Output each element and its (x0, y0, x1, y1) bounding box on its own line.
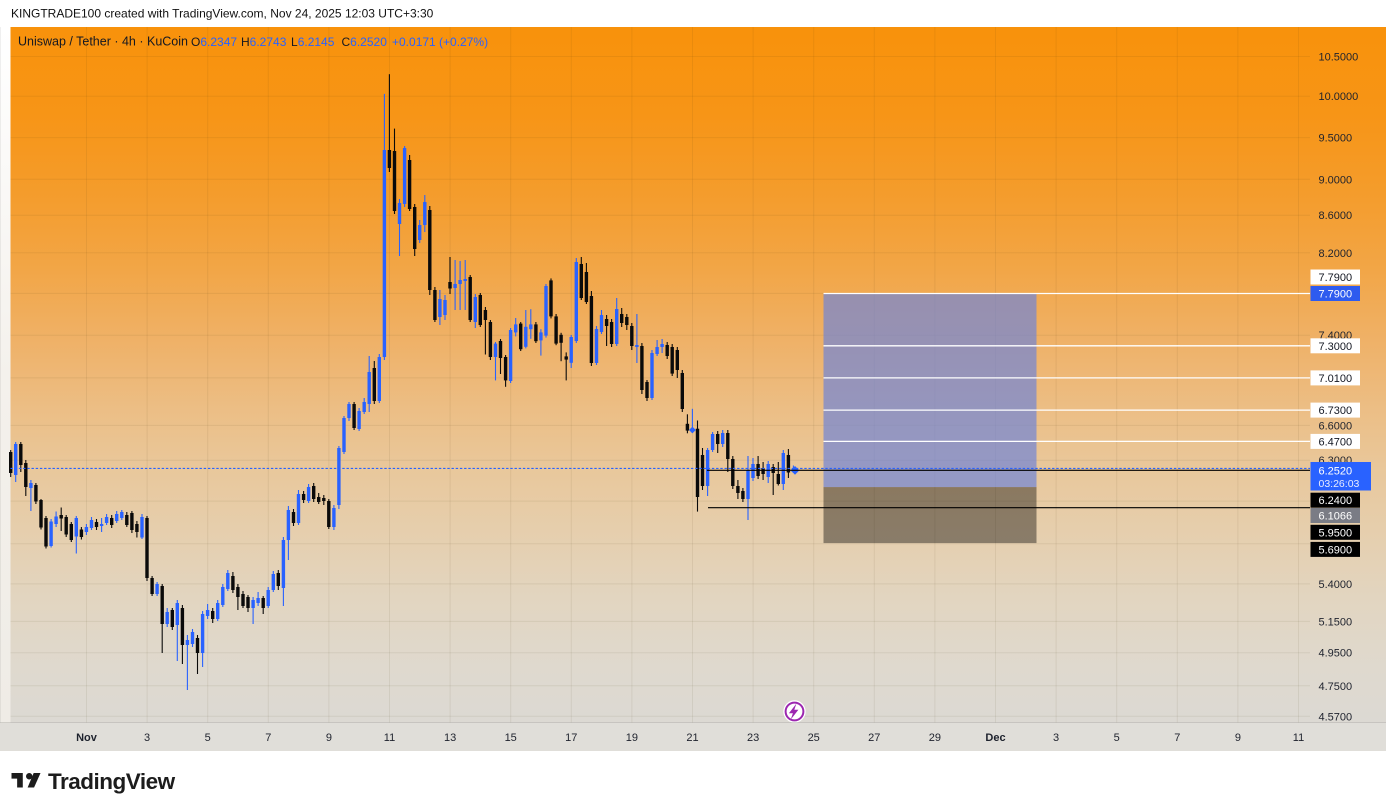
svg-text:9: 9 (326, 732, 332, 744)
svg-text:6.2400: 6.2400 (1319, 495, 1353, 507)
svg-text:3: 3 (144, 732, 150, 744)
svg-text:L6.2145: L6.2145 (291, 35, 335, 49)
svg-text:5.4000: 5.4000 (1319, 579, 1353, 591)
svg-text:6.2520: 6.2520 (1319, 466, 1353, 478)
svg-text:9.0000: 9.0000 (1319, 174, 1353, 186)
svg-text:03:26:03: 03:26:03 (1319, 478, 1360, 490)
svg-text:3: 3 (1053, 732, 1059, 744)
svg-text:6.6000: 6.6000 (1319, 420, 1353, 432)
svg-text:25: 25 (808, 732, 820, 744)
svg-text:9.5000: 9.5000 (1319, 133, 1353, 145)
svg-text:4.9500: 4.9500 (1319, 648, 1353, 660)
svg-text:7.0100: 7.0100 (1319, 373, 1353, 385)
svg-text:10.0000: 10.0000 (1319, 91, 1359, 103)
svg-text:4.7500: 4.7500 (1319, 681, 1353, 693)
svg-text:5.6900: 5.6900 (1319, 544, 1353, 556)
svg-text:11: 11 (1293, 732, 1304, 744)
svg-text:C6.2520: C6.2520 (342, 35, 388, 49)
svg-text:4.5700: 4.5700 (1319, 711, 1353, 723)
svg-text:+0.0171 (+0.27%): +0.0171 (+0.27%) (392, 35, 488, 49)
svg-text:6.7300: 6.7300 (1319, 405, 1353, 417)
svg-text:17: 17 (565, 732, 577, 744)
svg-text:9: 9 (1235, 732, 1241, 744)
svg-text:6.1066: 6.1066 (1319, 511, 1353, 523)
svg-text:KINGTRADE100 created with Trad: KINGTRADE100 created with TradingView.co… (11, 7, 434, 21)
svg-text:5: 5 (1114, 732, 1120, 744)
svg-text:7: 7 (1174, 732, 1180, 744)
svg-text:5: 5 (205, 732, 211, 744)
svg-text:11: 11 (384, 732, 395, 744)
svg-text:Uniswap / Tether · 4h · KuCoin: Uniswap / Tether · 4h · KuCoin (18, 35, 188, 49)
svg-text:Dec: Dec (985, 732, 1005, 744)
svg-text:TradingView: TradingView (48, 769, 176, 794)
svg-text:7.7900: 7.7900 (1319, 289, 1353, 301)
svg-text:29: 29 (929, 732, 941, 744)
svg-text:O6.2347: O6.2347 (191, 35, 237, 49)
svg-text:27: 27 (868, 732, 880, 744)
svg-text:7.7900: 7.7900 (1319, 272, 1353, 284)
svg-text:6.4700: 6.4700 (1319, 436, 1353, 448)
svg-text:5.9500: 5.9500 (1319, 527, 1353, 539)
svg-text:23: 23 (747, 732, 759, 744)
svg-text:Nov: Nov (76, 732, 98, 744)
svg-text:8.2000: 8.2000 (1319, 248, 1353, 260)
svg-text:7: 7 (265, 732, 271, 744)
svg-text:8.6000: 8.6000 (1319, 210, 1353, 222)
svg-text:13: 13 (444, 732, 456, 744)
svg-text:15: 15 (505, 732, 517, 744)
svg-text:10.5000: 10.5000 (1319, 52, 1359, 64)
svg-text:H6.2743: H6.2743 (241, 35, 287, 49)
svg-text:19: 19 (626, 732, 638, 744)
svg-text:7.3000: 7.3000 (1319, 341, 1353, 353)
svg-text:5.1500: 5.1500 (1319, 616, 1353, 628)
svg-text:21: 21 (686, 732, 698, 744)
